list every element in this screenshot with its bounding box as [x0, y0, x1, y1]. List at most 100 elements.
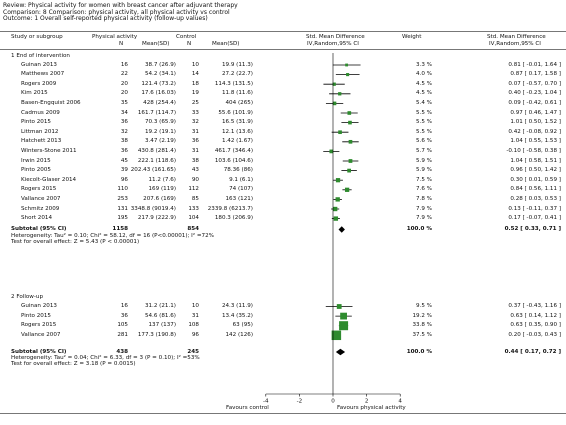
pa-meansd: 430.8 (281.4) — [137, 147, 176, 154]
subtotal-ci-text: 0.52 [ 0.33, 0.71 ] — [504, 226, 561, 232]
study-name: Basen-Engquist 2006 — [21, 99, 81, 106]
pa-meansd: 54.6 (81.6) — [144, 312, 176, 319]
col-control: Control — [176, 34, 197, 40]
heterogeneity-text: Heterogeneity: Tau² = 0.04; Chi² = 6.33,… — [11, 355, 200, 361]
ci-text: 0.17 [ -0.07, 0.41 ] — [508, 215, 561, 222]
study-name: Matthews 2007 — [21, 71, 65, 78]
weight-value: 7.9 % — [416, 215, 432, 222]
subtotal-weight: 100.0 % — [406, 226, 432, 232]
x-tick-label: 0 — [331, 399, 335, 405]
ci-text: 1.01 [ 0.50, 1.52 ] — [510, 119, 561, 126]
control-n: 108 — [188, 322, 199, 329]
control-n: 14 — [191, 71, 199, 78]
favours-pa-label: Favours physical activity — [337, 405, 406, 411]
pa-n: 195 — [117, 215, 128, 222]
pa-meansd: 38.7 (26.9) — [144, 61, 176, 68]
control-meansd: 180.3 (206.9) — [214, 215, 253, 222]
study-marker — [347, 111, 352, 115]
study-marker — [332, 82, 336, 86]
pa-n: 39 — [120, 167, 128, 174]
study-name: Guinan 2013 — [21, 303, 57, 309]
weight-value: 5.5 % — [416, 128, 432, 135]
study-marker — [335, 197, 340, 202]
pa-meansd: 11.2 (7.6) — [148, 176, 177, 183]
study-marker — [338, 130, 342, 135]
ci-text: 0.40 [ -0.23, 1.04 ] — [508, 90, 561, 97]
control-n: 19 — [191, 90, 199, 97]
study-name: Irwin 2015 — [21, 157, 51, 164]
col-smd2-method: IV,Random,95% CI — [489, 41, 541, 47]
pa-meansd: 202.43 (161.65) — [130, 167, 176, 174]
control-n: 38 — [191, 157, 199, 164]
pa-n: 34 — [120, 109, 128, 116]
pa-n: 96 — [120, 176, 128, 183]
col-pa-n: N — [119, 41, 124, 47]
study-marker — [333, 206, 338, 212]
study-name: Pinto 2005 — [21, 167, 51, 174]
heterogeneity-text: Heterogeneity: Tau² = 0.10; Chi² = 58.12… — [11, 233, 214, 239]
pa-n: 281 — [117, 331, 128, 338]
subtotal-diamond — [335, 348, 346, 356]
control-n: 96 — [191, 331, 199, 338]
study-marker — [348, 159, 353, 163]
pa-n: 105 — [117, 322, 128, 329]
subtotal-label: Subtotal (95% CI) — [11, 226, 67, 232]
control-n: 31 — [191, 312, 199, 319]
control-meansd: 114.3 (131.5) — [214, 80, 253, 87]
weight-value: 7.9 % — [416, 205, 432, 212]
weight-value: 37.5 % — [412, 331, 432, 338]
col-smd-method: IV,Random,95% CI — [307, 41, 359, 47]
control-meansd: 404 (265) — [225, 99, 254, 106]
control-meansd: 74 (107) — [229, 186, 253, 193]
control-meansd: 9.1 (6.1) — [229, 176, 253, 183]
pa-meansd: 222.1 (118.6) — [137, 157, 176, 164]
control-n: 18 — [191, 80, 199, 87]
ci-text: 0.63 [ 0.35, 0.90 ] — [510, 322, 561, 329]
pa-meansd: 137 (137) — [148, 322, 177, 329]
study-name: Littman 2012 — [21, 128, 59, 135]
control-n: 31 — [191, 147, 199, 154]
subtotal-pa-n: 1158 — [112, 226, 128, 232]
weight-value: 7.6 % — [416, 186, 432, 193]
col-smd: Std. Mean Difference — [306, 34, 365, 40]
subtotal-pa-n: 438 — [116, 348, 128, 355]
subtotal-control-n: 245 — [187, 348, 199, 355]
col-study: Study or subgroup — [11, 34, 63, 40]
subtotal-diamond — [338, 226, 345, 233]
control-n: 36 — [191, 138, 199, 145]
pa-n: 253 — [117, 195, 128, 202]
ci-text: 0.20 [ -0.03, 0.43 ] — [508, 331, 561, 338]
study-name: Cadmus 2009 — [21, 109, 60, 116]
ci-text: 0.07 [ -0.57, 0.70 ] — [508, 80, 561, 87]
study-marker — [333, 216, 339, 221]
ci-text: 0.81 [ -0.01, 1.64 ] — [508, 61, 561, 68]
control-meansd: 11.8 (11.6) — [221, 90, 253, 97]
ci-text: -0.10 [ -0.58, 0.38 ] — [506, 147, 561, 154]
study-name: Vallance 2007 — [21, 331, 61, 338]
control-meansd: 2339.8 (6213.7) — [207, 205, 253, 212]
footer-rule — [0, 413, 566, 414]
ci-text: 0.42 [ -0.08, 0.92 ] — [508, 128, 561, 135]
study-marker — [347, 168, 352, 173]
study-marker — [348, 139, 353, 144]
control-meansd: 163 (121) — [225, 195, 254, 202]
control-meansd: 13.4 (35.2) — [221, 312, 253, 319]
weight-value: 5.7 % — [416, 147, 432, 154]
pa-n: 16 — [120, 61, 128, 68]
ci-text: 0.96 [ 0.50, 1.42 ] — [510, 167, 561, 174]
control-n: 85 — [191, 195, 199, 202]
pa-meansd: 428 (254.4) — [143, 99, 176, 106]
weight-value: 5.5 % — [416, 109, 432, 116]
col-ctl-meansd: Mean(SD) — [212, 41, 240, 47]
subtotal-weight: 100.0 % — [406, 348, 432, 355]
ci-text: 0.84 [ 0.56, 1.11 ] — [510, 186, 561, 193]
ci-text: 1.04 [ 0.55, 1.53 ] — [510, 138, 561, 145]
pa-meansd: 3.47 (2.19) — [144, 138, 176, 145]
control-meansd: 27.2 (22.7) — [221, 71, 253, 78]
pa-n: 131 — [117, 205, 128, 212]
col-ctl-n: N — [187, 41, 192, 47]
study-marker — [335, 178, 341, 183]
pa-n: 36 — [120, 312, 128, 319]
study-name: Pinto 2015 — [21, 119, 51, 126]
